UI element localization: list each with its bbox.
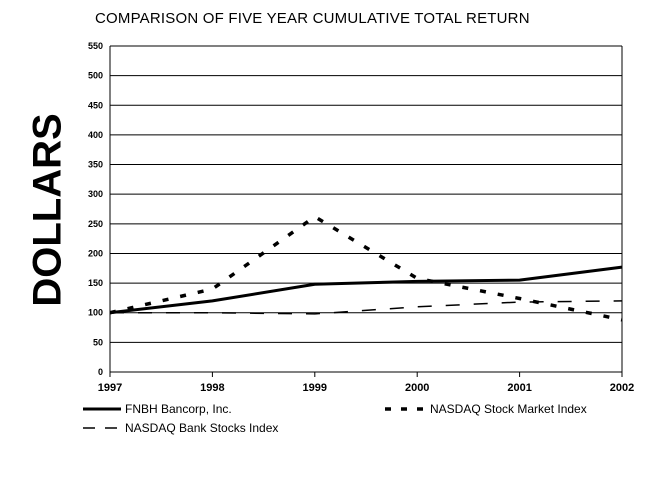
y-tick-label: 50: [93, 337, 103, 347]
gridlines: [110, 45, 622, 373]
legend-label: NASDAQ Stock Market Index: [430, 402, 587, 416]
series-lines: [109, 214, 623, 322]
y-tick-label: 250: [88, 219, 103, 229]
x-tick-label: 1997: [98, 382, 122, 394]
x-tick-label: 2000: [405, 382, 429, 394]
x-tick-label: 1999: [303, 382, 327, 394]
axes: 0 50 100 150 200 250 300 350 400 450 500 550 1997 199…: [88, 41, 634, 394]
y-tick-label: 400: [88, 130, 103, 140]
legend-label: NASDAQ Bank Stocks Index: [125, 421, 278, 435]
y-tick-label: 500: [88, 71, 103, 81]
y-tick-label: 350: [88, 160, 103, 170]
x-tick-label: 2002: [610, 382, 634, 394]
y-tick-label: 450: [88, 100, 103, 110]
y-tick-label: 200: [88, 248, 103, 258]
y-tick-label: 150: [88, 278, 103, 288]
legend-label: FNBH Bancorp, Inc.: [125, 402, 232, 416]
y-tick-label: 300: [88, 189, 103, 199]
series-line-0: [109, 265, 623, 315]
series-line-2: [110, 300, 623, 315]
x-tick-label: 1998: [200, 382, 224, 394]
y-tick-label: 100: [88, 308, 103, 318]
legend: FNBH Bancorp, Inc. NASDAQ Stock Market In…: [83, 402, 587, 435]
chart-title: COMPARISON OF FIVE YEAR CUMULATIVE TOTAL…: [95, 10, 530, 27]
y-tick-label: 550: [88, 41, 103, 51]
x-tick-label: 2001: [507, 382, 531, 394]
y-tick-label: 0: [98, 367, 103, 377]
